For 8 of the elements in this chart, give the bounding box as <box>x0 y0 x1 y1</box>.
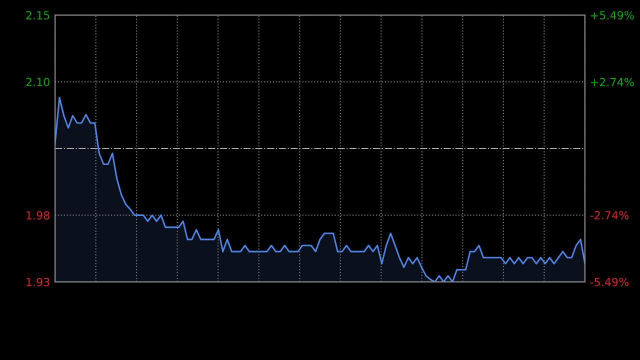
y2-tick-label: +5.49% <box>591 11 634 20</box>
y2-tick-label: -5.49% <box>590 278 629 286</box>
y2-tick-label: +2.74% <box>591 78 634 86</box>
y-tick-label: 1.98 <box>26 211 50 220</box>
y-tick-label: 1.93 <box>26 278 50 286</box>
y-tick-label: 2.10 <box>26 78 50 86</box>
y2-tick-label: -2.74% <box>590 211 629 220</box>
y-tick-label: 2.15 <box>26 11 50 20</box>
